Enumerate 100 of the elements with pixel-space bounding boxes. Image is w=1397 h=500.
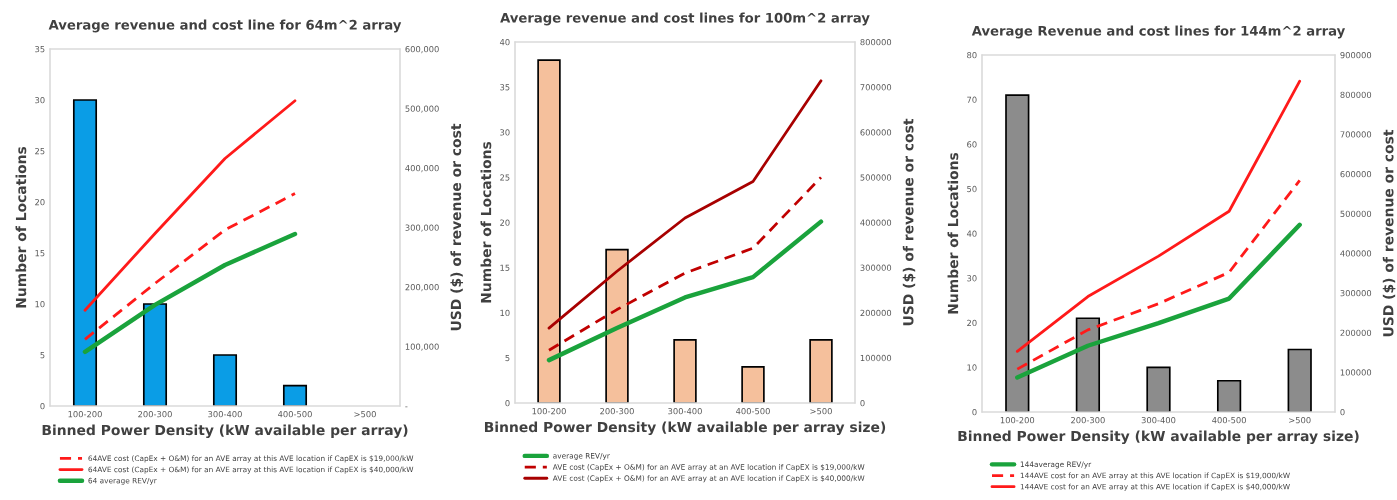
y2-tick-label: 800000 — [860, 38, 892, 46]
y-tick-label: 35 — [500, 84, 510, 91]
bar — [212, 354, 238, 406]
x-axis-title: Binned Power Density (kW available per array size) — [484, 421, 886, 436]
y2-tick-label: 100,000 — [405, 343, 439, 351]
y2-tick-label: 800000 — [1340, 91, 1372, 98]
chart-title: Average revenue and cost lines for 100m^2 array — [500, 12, 870, 26]
x-axis-title: Binned Power Density (kW available per array size) — [958, 430, 1359, 445]
y-tick-label: 20 — [35, 198, 45, 206]
bar — [142, 303, 168, 406]
y2-tick-label: 500000 — [1340, 210, 1372, 217]
y-tick-label: 80 — [967, 51, 977, 59]
chart-title: Average revenue and cost line for 64m^2 array — [48, 19, 402, 33]
bar — [1216, 379, 1242, 412]
bar — [809, 338, 833, 403]
y-axis-title: Number of Locations — [15, 146, 27, 308]
y-tick-label: 0 — [972, 408, 977, 416]
line-series — [82, 231, 298, 355]
x-tick-label: 100-200 — [1000, 417, 1035, 424]
line-series — [1015, 178, 1302, 371]
y2-tick-label: 0 — [1340, 408, 1345, 416]
y2-tick-label: 300,000 — [405, 224, 439, 232]
y2-axis-title: USD ($) of revenue or cost — [902, 118, 916, 326]
x-tick-label: 200-300 — [1071, 417, 1105, 424]
line-series — [1015, 79, 1302, 353]
y2-tick-label: 200,000 — [405, 283, 439, 292]
y-tick-label: 40 — [499, 38, 510, 46]
y2-tick-label: 600000 — [1340, 170, 1372, 178]
line-series — [546, 219, 824, 363]
y-tick-label: 10 — [967, 364, 977, 371]
bar — [673, 338, 697, 403]
y-tick-label: 5 — [40, 352, 45, 359]
x-tick-label: >500 — [810, 408, 832, 415]
y-axis-title: Number of Locations — [947, 152, 959, 314]
y2-tick-label: 200000 — [860, 309, 892, 317]
y2-tick-label: 400000 — [860, 219, 892, 226]
x-tick-label: 300-400 — [668, 408, 702, 415]
bar — [1146, 366, 1171, 412]
y2-tick-label: 200000 — [1340, 329, 1372, 336]
y2-tick-label: 700000 — [860, 84, 892, 91]
y-tick-label: 50 — [967, 185, 977, 193]
x-tick-label: 400-500 — [1212, 417, 1246, 424]
y2-tick-label: 900000 — [1340, 51, 1372, 59]
x-tick-label: >500 — [1289, 417, 1311, 424]
bar — [1287, 348, 1312, 412]
x-tick-label: 400-500 — [278, 411, 312, 418]
y-tick-label: 10 — [500, 309, 510, 317]
y-tick-label: 0 — [505, 399, 510, 407]
y2-tick-label: 600,000 — [405, 45, 439, 54]
y2-tick-label: 300000 — [860, 264, 892, 271]
x-axis-title: Binned Power Density (kW available per array) — [42, 424, 408, 439]
y2-tick-label: 100000 — [1340, 369, 1372, 376]
bar — [741, 366, 765, 403]
bar — [605, 248, 629, 403]
y-tick-label: 25 — [35, 147, 45, 155]
y-tick-label: 20 — [967, 319, 977, 327]
y-tick-label: 70 — [967, 96, 977, 103]
bar — [1075, 317, 1101, 412]
bar — [1005, 94, 1030, 412]
line-series — [83, 192, 297, 341]
line-series — [1015, 222, 1302, 380]
x-tick-label: 200-300 — [138, 411, 172, 418]
y2-tick-label: 500,000 — [405, 105, 439, 113]
y-tick-label: 15 — [500, 264, 510, 271]
line-series — [83, 99, 297, 312]
y2-tick-label: 400000 — [1340, 250, 1372, 257]
x-tick-label: 100-200 — [68, 411, 102, 418]
y-tick-label: 20 — [500, 219, 510, 226]
y-tick-label: 60 — [967, 141, 977, 148]
y2-axis-title: USD ($) of revenue or cost — [450, 123, 464, 331]
y2-tick-label: 300000 — [1340, 289, 1372, 297]
x-tick-label: 200-300 — [600, 408, 634, 415]
x-tick-label: 400-500 — [736, 408, 770, 415]
x-tick-label: 300-400 — [208, 411, 242, 418]
line-series — [547, 175, 823, 352]
y-tick-label: 10 — [35, 300, 45, 308]
chart-title: Average Revenue and cost lines for 144m^2 array — [971, 25, 1346, 39]
y2-tick-label: 400,000 — [405, 164, 439, 173]
y-tick-label: 25 — [500, 174, 510, 181]
y-tick-label: 30 — [35, 96, 45, 104]
y2-tick-label: - — [405, 406, 408, 408]
y-tick-label: 5 — [505, 354, 510, 362]
x-tick-label: 100-200 — [532, 408, 566, 415]
y-tick-label: 35 — [35, 45, 45, 53]
y2-tick-label: 700000 — [1340, 131, 1372, 138]
bar — [72, 99, 98, 406]
y-tick-label: 15 — [35, 250, 45, 257]
y-axis-title: Number of Locations — [480, 141, 492, 303]
y2-tick-label: 100000 — [860, 354, 892, 362]
y2-tick-label: 600000 — [860, 129, 892, 136]
bar — [282, 384, 308, 406]
line-series — [547, 79, 823, 330]
y-tick-label: 30 — [500, 129, 510, 136]
y2-tick-label: 500000 — [860, 174, 892, 181]
x-tick-label: 300-400 — [1141, 417, 1176, 424]
x-tick-label: >500 — [354, 411, 376, 418]
y-tick-label: 0 — [40, 402, 45, 410]
y2-tick-label: 0 — [860, 399, 865, 407]
y-tick-label: 40 — [966, 230, 977, 237]
y2-axis-title: USD ($) of revenue or cost — [1382, 129, 1396, 337]
